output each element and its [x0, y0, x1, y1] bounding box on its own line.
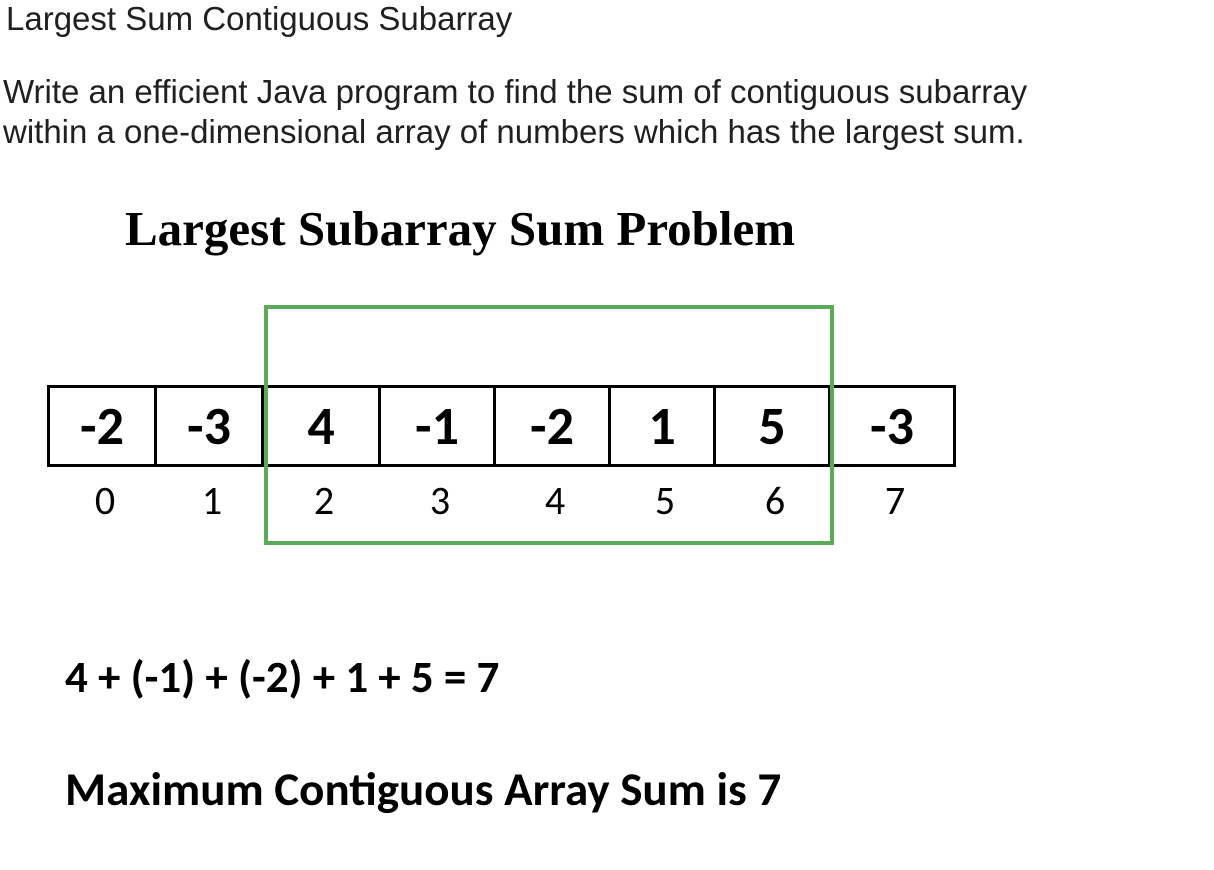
array-indices-row: 01234567 [50, 475, 959, 525]
array-cell: 4 [261, 385, 381, 467]
array-index: 7 [831, 475, 959, 525]
problem-description: Write an efficient Java program to find … [3, 72, 1027, 151]
array-index: 4 [496, 475, 614, 525]
array-index: 5 [611, 475, 719, 525]
array-index: 1 [157, 475, 267, 525]
array-cell: -3 [154, 385, 264, 467]
sum-equation: 4 + (-1) + (-2) + 1 + 5 = 7 [65, 650, 499, 705]
array-index: 0 [50, 475, 160, 525]
array-cell: -2 [47, 385, 157, 467]
array-cell: 5 [713, 385, 831, 467]
result-text: Maximum Contiguous Array Sum is 7 [65, 760, 781, 818]
array-cell: -2 [493, 385, 611, 467]
diagram-heading: Largest Subarray Sum Problem [125, 200, 795, 257]
array-cell: 1 [608, 385, 716, 467]
array-index: 2 [264, 475, 384, 525]
page-root: Largest Sum Contiguous Subarray Write an… [0, 0, 1214, 870]
array-values-row: -2-34-1-215-3 [50, 385, 959, 467]
array-index: 6 [716, 475, 834, 525]
page-title: Largest Sum Contiguous Subarray [6, 0, 512, 38]
array-cell: -1 [378, 385, 496, 467]
array-diagram: -2-34-1-215-3 01234567 [50, 385, 959, 525]
array-cell: -3 [828, 385, 956, 467]
array-index: 3 [381, 475, 499, 525]
